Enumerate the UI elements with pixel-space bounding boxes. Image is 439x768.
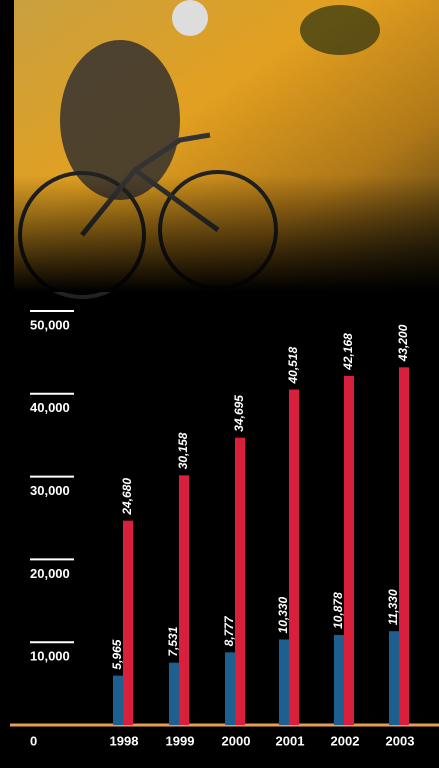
value-label: 10,330 bbox=[276, 596, 290, 633]
value-label: 34,695 bbox=[232, 395, 246, 432]
bar bbox=[344, 375, 354, 725]
bar bbox=[179, 475, 189, 725]
x-tick-label: 1998 bbox=[110, 733, 139, 748]
value-label: 40,518 bbox=[286, 346, 300, 384]
value-label: 10,878 bbox=[331, 592, 345, 629]
photo bbox=[14, 0, 439, 299]
bar bbox=[399, 367, 409, 725]
value-label: 30,158 bbox=[176, 432, 190, 469]
y-tick-label: 10,000 bbox=[30, 649, 70, 664]
y-tick-label: 40,000 bbox=[30, 400, 70, 415]
bar bbox=[169, 662, 179, 725]
bar bbox=[279, 639, 289, 725]
x-tick-label: 1999 bbox=[166, 733, 195, 748]
x-tick-label: 2003 bbox=[386, 733, 415, 748]
x-tick-label: 2001 bbox=[276, 733, 305, 748]
y-tick-label: 30,000 bbox=[30, 483, 70, 498]
bar bbox=[113, 675, 123, 725]
x-tick-label: 2000 bbox=[222, 733, 251, 748]
bar bbox=[235, 437, 245, 725]
y-tick-label: 20,000 bbox=[30, 566, 70, 581]
bar bbox=[334, 634, 344, 725]
bar bbox=[225, 652, 235, 725]
x-tick-label: 2002 bbox=[331, 733, 360, 748]
value-label: 43,200 bbox=[396, 324, 410, 362]
bar bbox=[123, 520, 133, 725]
value-label: 24,680 bbox=[120, 478, 134, 516]
value-label: 8,777 bbox=[222, 615, 236, 646]
y-tick-label: 50,000 bbox=[30, 317, 70, 332]
value-label: 7,531 bbox=[166, 626, 180, 656]
value-label: 42,168 bbox=[341, 333, 355, 371]
bar bbox=[289, 389, 299, 725]
value-label: 11,330 bbox=[386, 589, 400, 625]
y-tick-label: 0 bbox=[30, 733, 37, 748]
bar bbox=[389, 631, 399, 725]
value-label: 5,965 bbox=[110, 639, 124, 669]
